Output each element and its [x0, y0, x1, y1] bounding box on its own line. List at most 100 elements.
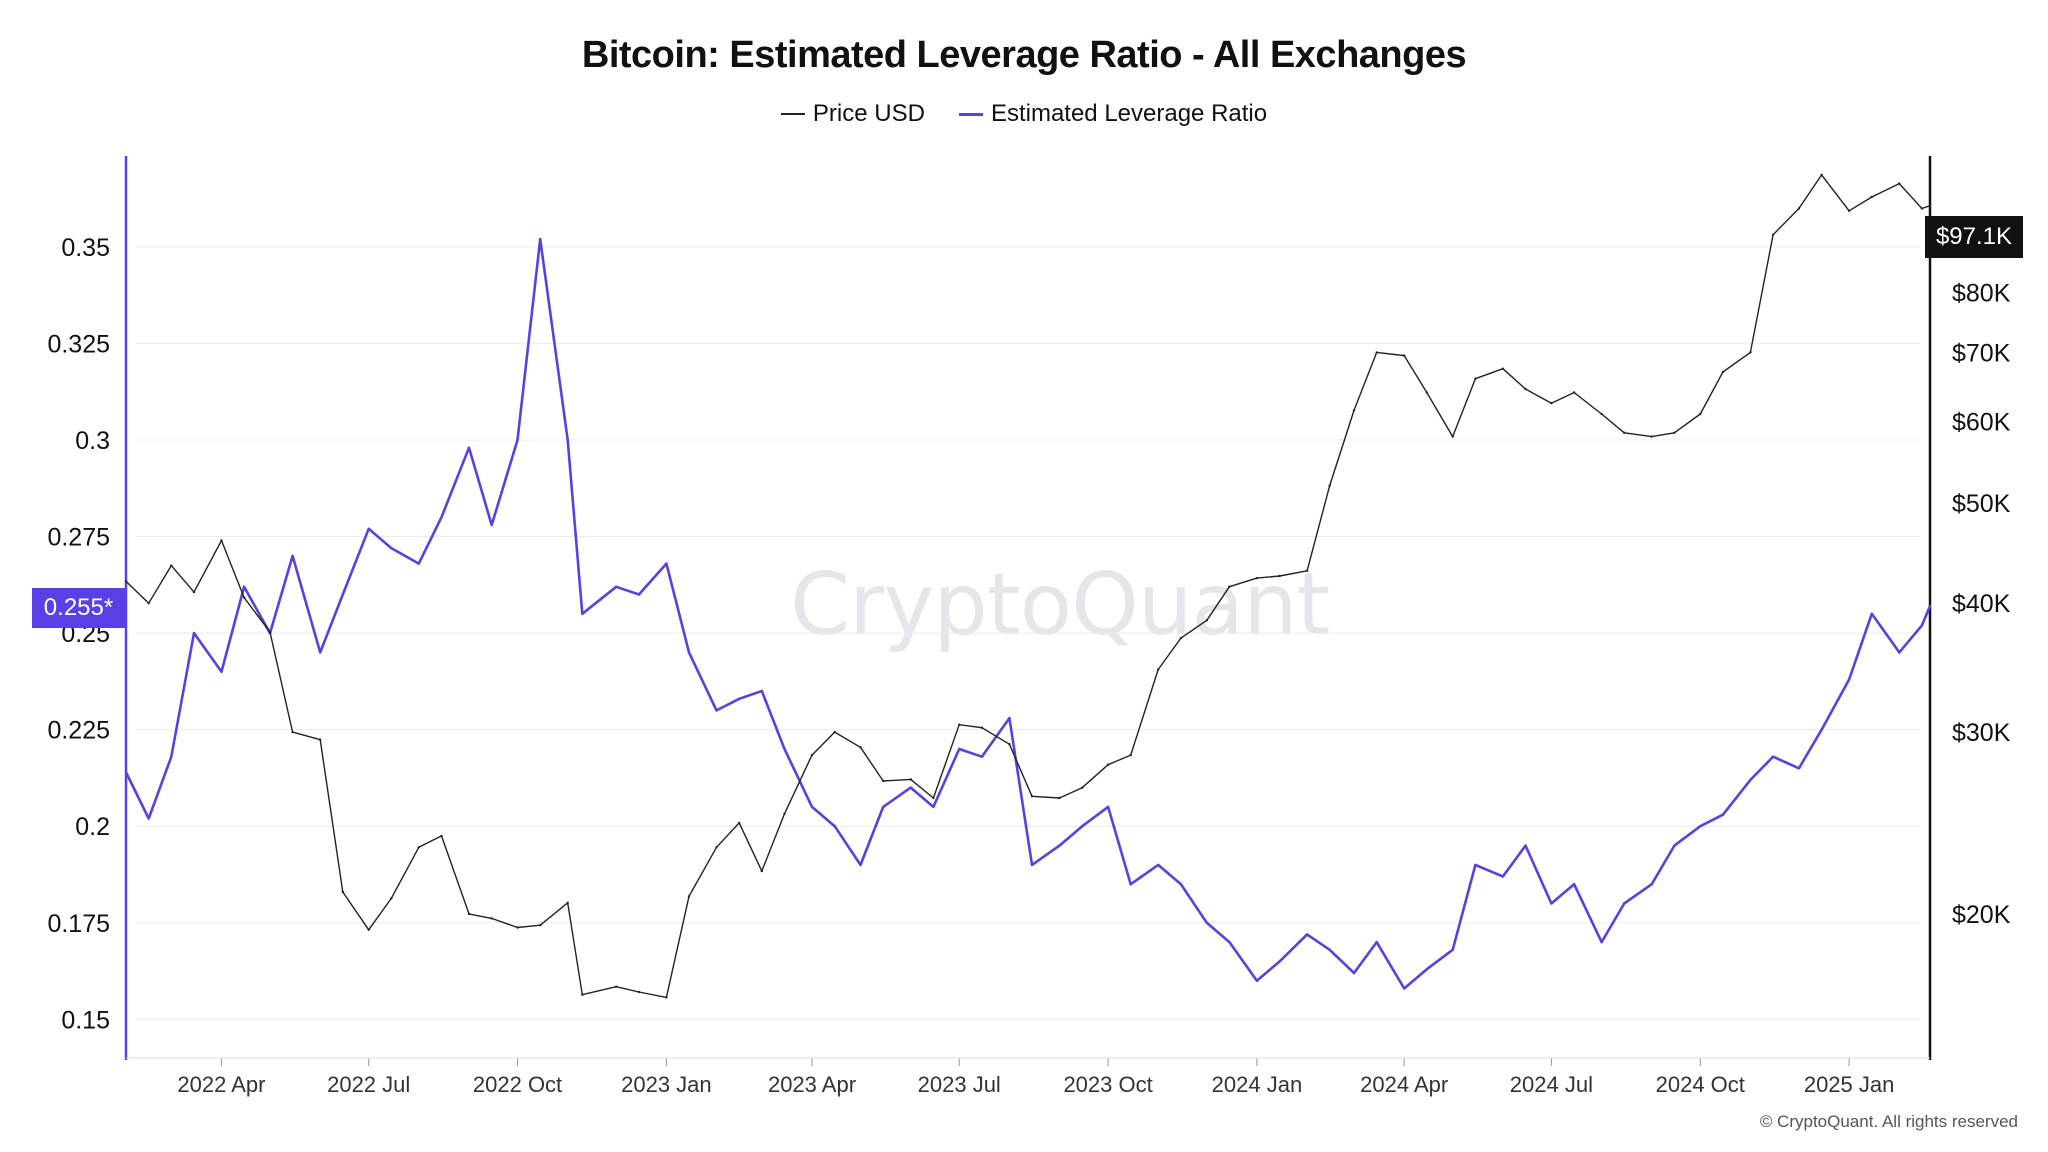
- data-point-price: [1352, 409, 1356, 412]
- data-point-price: [1106, 763, 1110, 766]
- data-point-leverage: [1179, 883, 1183, 886]
- data-point-price: [932, 796, 935, 800]
- data-point-leverage: [1673, 844, 1676, 847]
- data-point-leverage: [490, 523, 493, 527]
- data-point-price: [291, 730, 294, 734]
- data-point-leverage: [1870, 612, 1874, 615]
- data-point-price: [390, 897, 393, 900]
- data-point-leverage: [1403, 987, 1406, 990]
- y-right-tick-label: $40K: [1952, 590, 2011, 618]
- data-point-price: [1572, 391, 1576, 394]
- data-point-price: [738, 821, 741, 825]
- series-line-price: [125, 174, 1931, 999]
- data-point-price: [1451, 435, 1454, 438]
- data-point-leverage: [882, 805, 885, 809]
- data-point-leverage: [242, 585, 246, 588]
- data-point-price: [1749, 351, 1752, 354]
- data-point-leverage: [909, 786, 912, 789]
- data-point-price: [687, 895, 691, 898]
- legend-label-price: Price USD: [812, 100, 925, 127]
- data-point-price: [980, 726, 984, 729]
- data-point-leverage: [220, 670, 223, 673]
- y-right-tick-label: $30K: [1952, 719, 2011, 747]
- data-point-leverage: [1205, 921, 1209, 924]
- data-point-leverage: [341, 593, 344, 596]
- data-point-price: [909, 778, 912, 781]
- data-point-price: [367, 928, 370, 931]
- data-point-leverage: [958, 747, 961, 751]
- data-point-leverage: [1228, 940, 1231, 944]
- data-point-price: [1008, 743, 1011, 746]
- data-point-price: [1278, 574, 1281, 578]
- legend-swatch-price: [780, 113, 805, 115]
- data-point-leverage: [1501, 875, 1505, 878]
- data-point-price: [440, 834, 443, 838]
- data-point-price: [1179, 636, 1183, 640]
- data-point-price: [1157, 668, 1160, 671]
- data-point-leverage: [1721, 813, 1725, 816]
- chart-title: Bitcoin: Estimated Leverage Ratio - All …: [581, 34, 1467, 76]
- data-point-leverage: [637, 593, 641, 596]
- data-point-leverage: [1278, 960, 1281, 963]
- data-point-price: [1081, 786, 1084, 789]
- data-point-price: [467, 912, 471, 916]
- data-point-leverage: [1030, 863, 1034, 867]
- x-tick-label: 2023 Apr: [768, 1072, 856, 1097]
- x-tick-label: 2022 Jul: [327, 1072, 410, 1097]
- data-point-leverage: [539, 237, 542, 241]
- axes: [124, 156, 1932, 1066]
- y-left-tick-label: 0.325: [47, 330, 110, 358]
- data-point-price: [1403, 354, 1406, 357]
- data-point-leverage: [1081, 825, 1084, 828]
- x-tick-label: 2022 Apr: [177, 1072, 265, 1097]
- data-point-leverage: [516, 438, 519, 442]
- x-tick-label: 2024 Apr: [1360, 1072, 1448, 1097]
- data-point-leverage: [1058, 844, 1061, 847]
- data-point-leverage: [833, 825, 836, 828]
- x-tick-label: 2024 Jul: [1510, 1072, 1593, 1097]
- data-point-price: [833, 730, 836, 734]
- data-point-price: [170, 564, 173, 567]
- x-tick-label: 2022 Oct: [473, 1072, 562, 1097]
- data-point-leverage: [1820, 728, 1823, 731]
- data-point-price: [490, 917, 493, 920]
- y-left-tick-label: 0.35: [61, 234, 110, 262]
- data-point-leverage: [980, 755, 984, 758]
- data-point-price: [810, 753, 814, 757]
- data-point-leverage: [367, 527, 370, 530]
- y-left-tick-label: 0.3: [75, 427, 110, 455]
- legend-item-leverage[interactable]: Estimated Leverage Ratio: [958, 100, 1268, 128]
- data-point-price: [958, 723, 961, 726]
- data-point-leverage: [1328, 948, 1331, 951]
- data-point-price: [1820, 173, 1823, 177]
- data-point-leverage: [1352, 971, 1356, 975]
- data-point-leverage: [1129, 883, 1132, 886]
- data-point-leverage: [1305, 933, 1309, 936]
- data-point-price: [220, 539, 223, 542]
- data-point-leverage: [738, 697, 741, 700]
- data-point-leverage: [1623, 902, 1626, 905]
- y-right-tick-label: $20K: [1952, 901, 2011, 929]
- data-point-price: [1375, 351, 1378, 354]
- data-point-price: [1305, 569, 1309, 572]
- data-point-leverage: [859, 863, 862, 867]
- data-point-leverage: [1474, 863, 1477, 867]
- series-line-leverage: [124, 237, 1932, 990]
- y-right-tick-label: $60K: [1952, 408, 2011, 436]
- data-point-price: [1550, 402, 1553, 405]
- data-point-leverage: [1771, 755, 1775, 758]
- data-point-leverage: [1847, 678, 1851, 681]
- data-point-leverage: [1255, 979, 1259, 982]
- data-point-leverage: [760, 689, 763, 693]
- data-point-price: [615, 985, 618, 988]
- legend-label-leverage: Estimated Leverage Ratio: [990, 100, 1268, 127]
- legend-item-price[interactable]: Price USD: [780, 100, 925, 128]
- series-lines: [124, 173, 1932, 999]
- data-point-price: [1524, 387, 1527, 391]
- data-point-leverage: [1524, 844, 1527, 847]
- data-point-leverage: [687, 651, 691, 654]
- data-point-leverage: [1572, 883, 1576, 886]
- data-point-price: [242, 596, 246, 599]
- data-point-price: [1129, 753, 1132, 757]
